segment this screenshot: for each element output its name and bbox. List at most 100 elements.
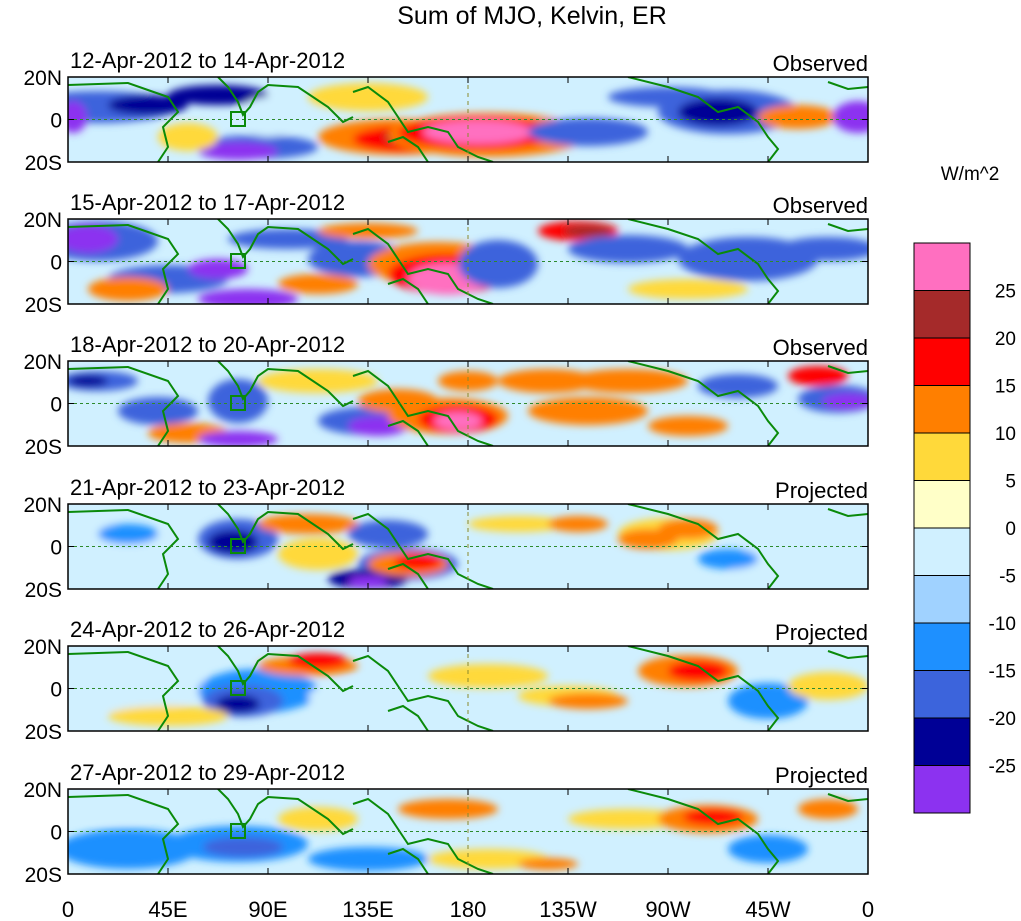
- lat-label: 0: [50, 394, 62, 417]
- anomaly-blob: [68, 101, 87, 133]
- coastline: [217, 77, 354, 124]
- lat-label: 0: [50, 822, 62, 845]
- colorbar-tick-label: -15: [989, 662, 1016, 683]
- colorbar: 25 20 15 10 5 0 -5 -10 -15 -20 -25: [913, 242, 1016, 814]
- anomaly-blob: [423, 120, 533, 144]
- colorbar-swatch: [913, 432, 971, 481]
- anomaly-blob: [698, 374, 778, 398]
- panel-status: Observed: [773, 335, 868, 360]
- coastline: [627, 504, 780, 589]
- colorbar-tick-label: -25: [989, 757, 1016, 778]
- coastline: [68, 508, 180, 589]
- coastline: [217, 219, 354, 266]
- figure-title: Sum of MJO, Kelvin, ER: [397, 2, 667, 30]
- anomaly-blob: [822, 393, 868, 409]
- panel-3: 18-Apr-2012 to 20-Apr-2012 Observed 20N 0 20…: [23, 332, 869, 459]
- anomaly-blob: [568, 369, 688, 393]
- anomaly-blob: [788, 672, 868, 700]
- colorbar-swatch: [913, 337, 971, 386]
- anomaly-blob: [548, 516, 608, 532]
- anomaly-blob: [278, 538, 358, 570]
- panel-status: Observed: [773, 51, 868, 76]
- lat-label: 20S: [25, 579, 62, 602]
- colorbar-tick-label: 0: [1005, 519, 1016, 540]
- anomaly-blob: [78, 799, 158, 819]
- colorbar-swatch: [913, 670, 971, 719]
- colorbar-tick-label: 10: [995, 424, 1016, 445]
- anomaly-blob: [528, 397, 648, 425]
- anomaly-blob: [198, 142, 278, 160]
- coastline: [387, 847, 429, 874]
- lat-label: 20N: [23, 636, 62, 659]
- lat-label: 20S: [25, 721, 62, 744]
- anomaly-blob: [68, 662, 208, 710]
- lat-label: 20S: [25, 864, 62, 887]
- anomaly-blob: [458, 240, 538, 288]
- colorbar-swatch: [913, 622, 971, 671]
- index-box: [230, 538, 246, 554]
- colorbar-tick-label: -20: [989, 709, 1016, 730]
- anomaly-blob: [278, 274, 358, 294]
- panel-date-range: 15-Apr-2012 to 17-Apr-2012: [70, 190, 345, 215]
- anomaly-blob: [348, 576, 388, 588]
- lat-label: 20S: [25, 436, 62, 459]
- panel-field: [68, 504, 868, 589]
- anomaly-blob: [348, 520, 428, 548]
- colorbar-swatch: [913, 527, 971, 576]
- anomaly-blob: [88, 277, 168, 301]
- anomaly-blob: [238, 97, 298, 137]
- colorbar-swatch: [913, 385, 971, 434]
- colorbar-swatch: [913, 290, 971, 339]
- anomaly-blob: [778, 237, 868, 261]
- anomaly-blob: [568, 235, 688, 263]
- colorbar-tick-label: 5: [1005, 472, 1016, 493]
- lat-label: 20S: [25, 294, 62, 317]
- anomaly-blob: [683, 809, 743, 825]
- anomaly-blob: [208, 379, 268, 423]
- lat-label: 20N: [23, 351, 62, 374]
- anomaly-blob: [216, 695, 260, 713]
- colorbar-tick-label: -10: [989, 614, 1016, 635]
- coastline: [827, 81, 868, 91]
- panel-date-range: 24-Apr-2012 to 26-Apr-2012: [70, 617, 345, 642]
- anomaly-blob: [468, 516, 568, 532]
- anomaly-blob: [548, 693, 628, 709]
- anomaly-blob: [668, 661, 728, 681]
- colorbar-swatch: [913, 765, 971, 814]
- anomaly-blob: [258, 514, 358, 534]
- coastline: [68, 365, 180, 446]
- anomaly-blob: [68, 375, 108, 387]
- index-box: [230, 823, 246, 839]
- coastline: [387, 704, 429, 731]
- panel-status: Observed: [773, 193, 868, 218]
- coastline: [217, 789, 354, 836]
- index-box: [230, 111, 246, 127]
- coastline: [387, 277, 429, 304]
- anomaly-blob: [198, 289, 298, 304]
- panel-status: Projected: [775, 763, 868, 788]
- anomaly-blob: [158, 123, 218, 151]
- lat-label: 0: [50, 679, 62, 702]
- anomaly-blob: [203, 837, 283, 857]
- anomaly-blob: [788, 366, 848, 386]
- coastline: [627, 219, 780, 304]
- lat-label: 20N: [23, 779, 62, 802]
- anomaly-blob: [518, 858, 578, 870]
- lon-label: 45E: [148, 897, 187, 921]
- lat-label: 20N: [23, 209, 62, 232]
- anomaly-blob: [758, 105, 838, 129]
- colorbar-swatch: [913, 480, 971, 529]
- anomaly-blob: [833, 101, 868, 133]
- anomaly-blob: [498, 369, 598, 393]
- lon-label: 45W: [745, 897, 790, 921]
- coastline: [827, 650, 868, 660]
- lat-label: 0: [50, 537, 62, 560]
- coastline: [68, 81, 180, 162]
- colorbar-tick-label: 25: [995, 282, 1016, 303]
- lat-label: 20N: [23, 67, 62, 90]
- anomaly-blob: [198, 431, 278, 446]
- panel-status: Projected: [775, 620, 868, 645]
- panel-field: [68, 361, 868, 446]
- anomaly-blob: [728, 683, 808, 719]
